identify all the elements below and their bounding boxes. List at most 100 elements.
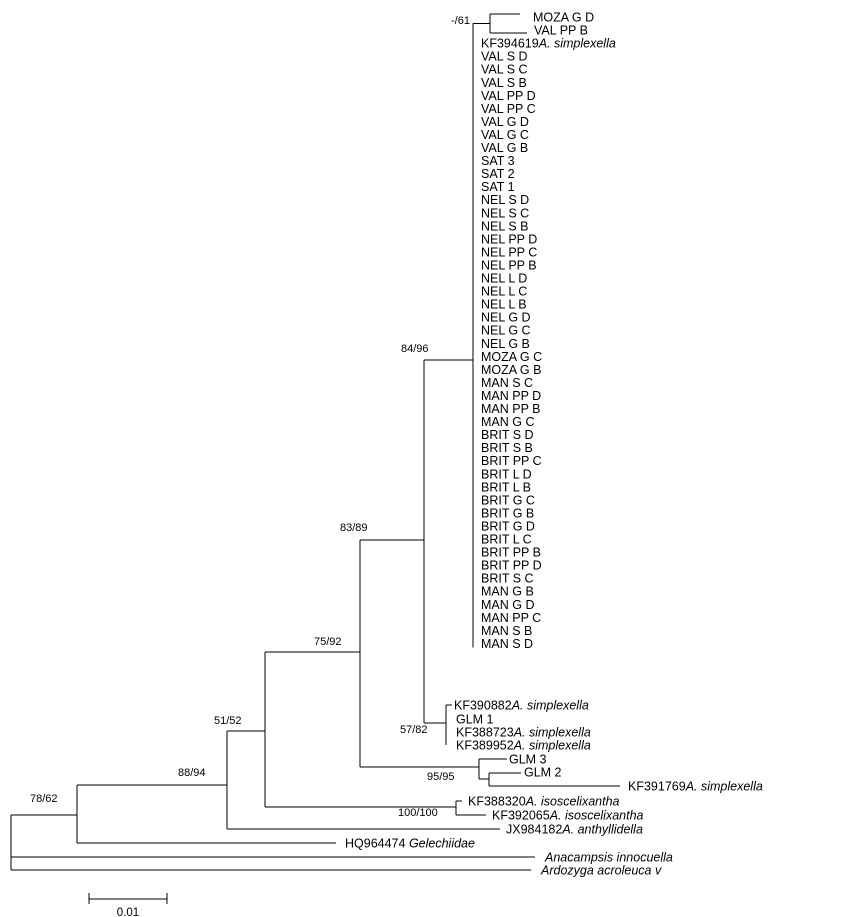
taxon-label-t18: NEL PP C: [481, 245, 537, 259]
taxon-code: NEL G D: [481, 311, 531, 325]
taxon-label-t52: KF389952A. simplexella: [456, 739, 591, 753]
taxon-code: BRIT L B: [481, 480, 531, 494]
taxon-code: VAL G C: [481, 128, 529, 142]
support-value-n_isoscelixantha: 100/100: [398, 807, 438, 819]
taxon-code: MOZA G D: [533, 11, 594, 25]
support-value-n_ingroup: 88/94: [178, 767, 206, 779]
taxon-code: BRIT PP D: [481, 559, 542, 573]
taxon-code: VAL PP C: [481, 102, 536, 116]
taxon-code: KF391769: [628, 780, 686, 794]
taxon-label-t29: MAN PP D: [481, 389, 541, 403]
taxon-label-t20: NEL L D: [481, 272, 527, 286]
taxon-label-t27: MOZA G B: [481, 363, 541, 377]
taxon-code: BRIT L C: [481, 533, 532, 547]
taxon-label-t3: VAL S D: [481, 50, 528, 64]
taxon-label-t55: KF391769A. simplexella: [628, 780, 763, 794]
taxon-code: GLM 2: [524, 766, 562, 780]
taxon-label-t47: MAN S B: [481, 624, 532, 638]
taxon-label-t33: BRIT S B: [481, 441, 533, 455]
taxon-label-t32: BRIT S D: [481, 428, 534, 442]
taxon-code: BRIT S C: [481, 572, 534, 586]
taxon-code: VAL PP D: [481, 89, 536, 103]
taxon-code: VAL PP B: [534, 24, 588, 38]
taxon-code: MAN S B: [481, 624, 532, 638]
taxon-code: KF392065: [492, 809, 550, 823]
taxon-label-t50: GLM 1: [456, 713, 494, 727]
taxon-label-t4: VAL S C: [481, 63, 528, 77]
taxon-label-t35: BRIT L D: [481, 467, 532, 481]
taxon-label-t15: NEL S C: [481, 206, 529, 220]
taxon-label-t31: MAN G C: [481, 415, 534, 429]
taxon-species: A. isoscelixantha: [525, 795, 620, 809]
taxon-code: KF388320: [468, 795, 526, 809]
taxon-label-t46: MAN PP C: [481, 611, 541, 625]
taxon-label-t39: BRIT G D: [481, 519, 535, 533]
taxon-label-t0: MOZA G D: [533, 11, 594, 25]
taxon-code: NEL S D: [481, 193, 529, 207]
taxon-label-t16: NEL S B: [481, 219, 528, 233]
taxon-label-t44: MAN G B: [481, 585, 534, 599]
taxon-code: VAL G B: [481, 141, 528, 155]
taxon-label-t21: NEL L C: [481, 285, 527, 299]
taxon-code: NEL PP C: [481, 245, 537, 259]
taxon-label-t11: SAT 3: [481, 154, 515, 168]
taxon-code: MAN G C: [481, 415, 534, 429]
taxon-label-t1: VAL PP B: [534, 24, 588, 38]
taxon-code: KF394619: [481, 37, 539, 51]
taxon-label-t17: NEL PP D: [481, 232, 537, 246]
taxon-code: MAN S C: [481, 376, 533, 390]
taxon-label-t37: BRIT G C: [481, 493, 535, 507]
taxon-label-t30: MAN PP B: [481, 402, 541, 416]
taxon-label-t42: BRIT PP D: [481, 559, 542, 573]
taxon-code: MOZA G C: [481, 350, 542, 364]
taxon-label-t45: MAN G D: [481, 598, 534, 612]
taxon-code: VAL S D: [481, 50, 528, 64]
taxon-label-t28: MAN S C: [481, 376, 533, 390]
taxon-code: NEL PP D: [481, 232, 537, 246]
taxon-label-t19: NEL PP B: [481, 258, 537, 272]
taxon-code: MAN PP C: [481, 611, 541, 625]
scale-bar: 0.01: [88, 893, 168, 917]
taxon-label-t23: NEL G D: [481, 311, 531, 325]
taxon-code: JX984182: [506, 823, 562, 837]
taxon-label-t12: SAT 2: [481, 167, 515, 181]
taxon-code: NEL L C: [481, 285, 527, 299]
taxon-species: A. simplexella: [511, 699, 589, 713]
taxon-label-t6: VAL PP D: [481, 89, 536, 103]
taxon-label-t5: VAL S B: [481, 76, 527, 90]
taxon-code: NEL L D: [481, 272, 527, 286]
scale-bar-label: 0.01: [117, 907, 139, 917]
taxon-code: KF388723: [456, 726, 514, 740]
taxon-code: BRIT S B: [481, 441, 533, 455]
taxon-label-t22: NEL L B: [481, 298, 527, 312]
taxon-code: NEL PP B: [481, 258, 537, 272]
taxon-species: A. simplexella: [685, 780, 763, 794]
taxon-species: A. simplexella: [538, 37, 616, 51]
taxon-species: Anacampsis innocuella: [544, 851, 673, 865]
taxon-label-t8: VAL G D: [481, 115, 529, 129]
taxon-label-t58: JX984182A. anthyllidella: [506, 823, 643, 837]
taxon-label-t48: MAN S D: [481, 637, 533, 651]
taxon-code: GLM 1: [456, 713, 494, 727]
support-value-n_glm23: 95/95: [427, 771, 455, 783]
taxon-species: Gelechiidae: [409, 837, 475, 851]
taxon-label-t7: VAL PP C: [481, 102, 536, 116]
taxon-code: BRIT PP C: [481, 454, 542, 468]
taxon-code: VAL S B: [481, 76, 527, 90]
support-value-n_glm1_group: 57/82: [400, 724, 428, 736]
taxon-label-t10: VAL G B: [481, 141, 528, 155]
taxon-label-t61: Ardozyga acroleuca v: [540, 864, 662, 878]
taxon-code: BRIT PP B: [481, 546, 541, 560]
taxon-code: BRIT G B: [481, 506, 534, 520]
taxon-code: VAL S C: [481, 63, 528, 77]
support-value-n_simplexella_main: 84/96: [401, 343, 429, 355]
taxon-species: A. simplexella: [513, 739, 591, 753]
taxon-code: MAN S D: [481, 637, 533, 651]
support-values: -/61 84/96 57/82 83/89 95/95 75/92 100/100 51/5…: [30, 15, 470, 819]
support-value-n_with_isoscelixantha: 75/92: [314, 636, 342, 648]
taxon-code: HQ964474: [345, 837, 409, 851]
taxon-species: A. anthyllidella: [561, 823, 643, 837]
taxon-species: A. simplexella: [513, 726, 591, 740]
taxon-code: SAT 3: [481, 154, 515, 168]
